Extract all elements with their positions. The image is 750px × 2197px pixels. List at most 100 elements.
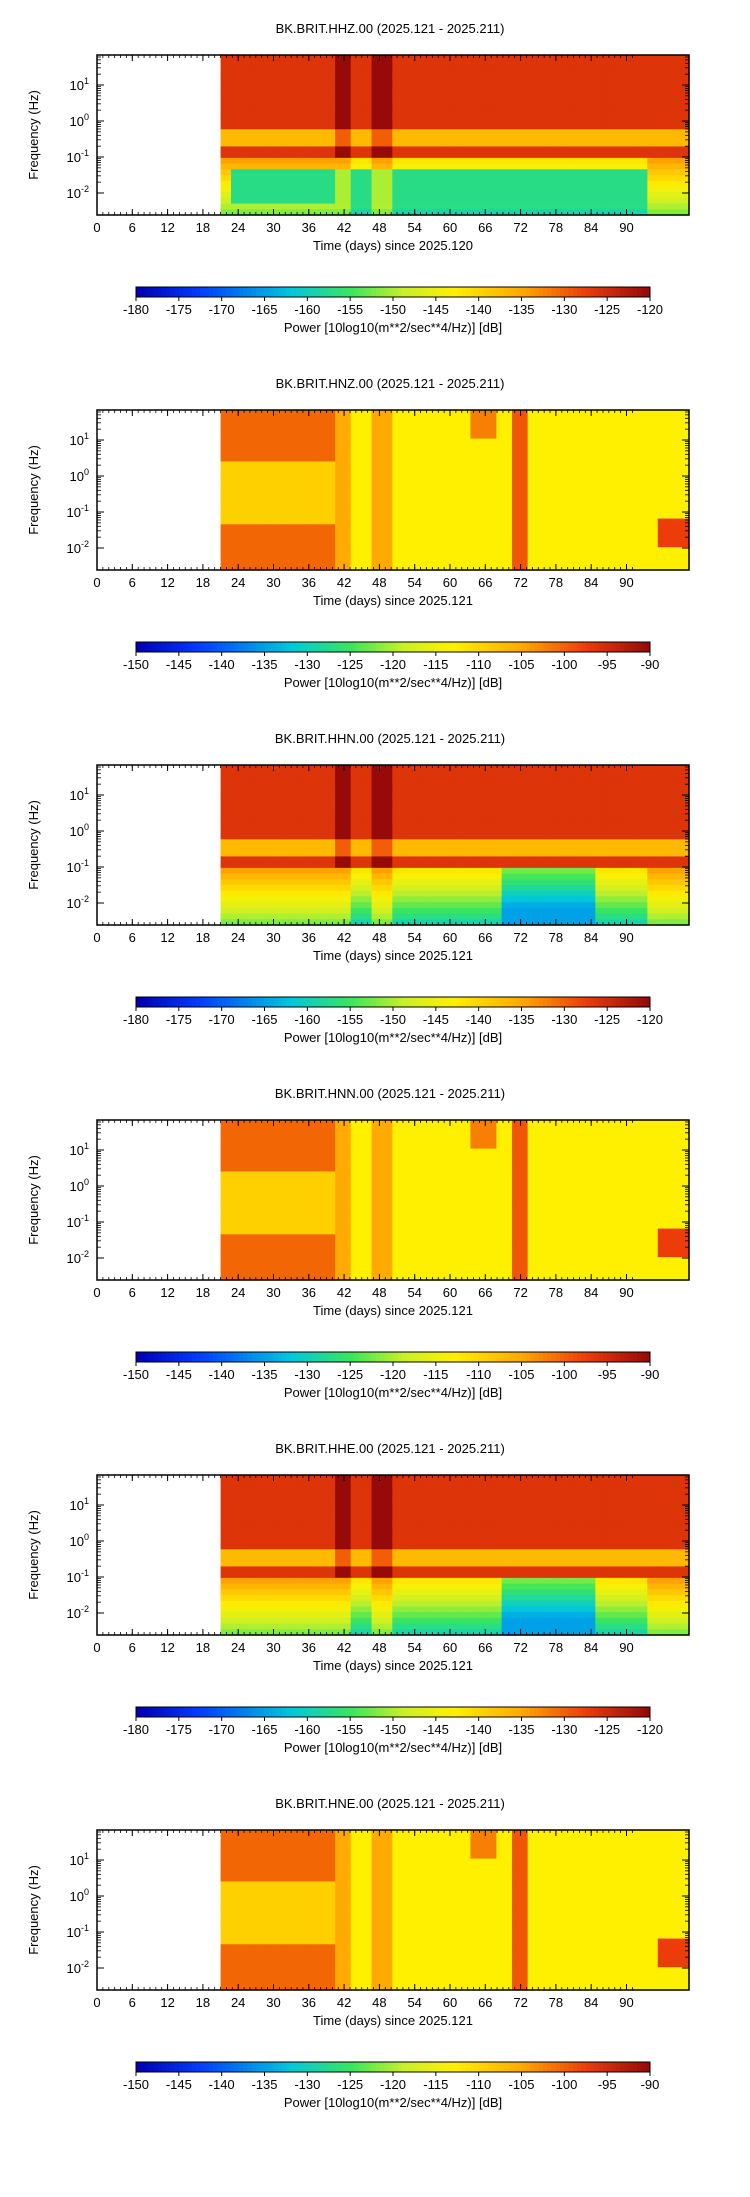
heatmap-cell [512, 455, 518, 463]
heatmap-cell [319, 169, 326, 176]
heatmap-cell [361, 432, 367, 440]
heatmap-cell [355, 175, 362, 182]
heatmap-cell [371, 455, 378, 463]
heatmap-cell [303, 163, 310, 170]
heatmap-cell [439, 209, 445, 216]
heatmap-cell [501, 455, 508, 463]
colorbar-segment [363, 287, 368, 297]
heatmap-cell [314, 530, 321, 537]
heatmap-cell [496, 467, 503, 474]
heatmap-cell [579, 552, 586, 560]
heatmap-cell [366, 501, 373, 508]
heatmap-cell [647, 72, 654, 79]
heatmap-cell [522, 203, 529, 210]
heatmap-cell [283, 512, 289, 520]
heatmap-cell [361, 163, 367, 170]
heatmap-cell [423, 83, 430, 90]
heatmap-cell [454, 83, 461, 90]
heatmap-cell [584, 421, 591, 428]
heatmap-cell [460, 83, 466, 90]
heatmap-cell [543, 455, 550, 463]
heatmap-cell [371, 60, 378, 68]
heatmap-cell [355, 72, 362, 79]
heatmap-cell [288, 444, 295, 451]
heatmap-cell [506, 203, 513, 210]
colorbar-segment [500, 287, 505, 297]
heatmap-cell [595, 180, 602, 188]
heatmap-cell [397, 552, 404, 560]
colorbar-segment [285, 287, 291, 297]
heatmap-cell [564, 157, 570, 165]
heatmap-cell [277, 467, 284, 474]
heatmap-cell [413, 427, 419, 434]
heatmap-cell [501, 83, 508, 90]
heatmap-cell [319, 535, 326, 543]
heatmap-cell [350, 129, 357, 136]
heatmap-cell [460, 530, 466, 537]
heatmap-cell [324, 112, 331, 119]
heatmap-cell [454, 427, 461, 434]
heatmap-cell [642, 112, 648, 119]
heatmap-cell [621, 140, 628, 148]
heatmap-cell [220, 410, 227, 417]
heatmap-cell [387, 186, 393, 193]
heatmap-cell [257, 157, 263, 165]
heatmap-cell [449, 478, 456, 485]
heatmap-cell [501, 444, 508, 451]
heatmap-cell [340, 89, 347, 96]
heatmap-cell [538, 427, 544, 434]
heatmap-cell [428, 157, 435, 165]
heatmap-cell [340, 467, 347, 474]
heatmap-cell [486, 135, 492, 142]
heatmap-cell [402, 146, 409, 153]
heatmap-cell [475, 518, 482, 525]
heatmap-cell [220, 152, 227, 159]
heatmap-cell [262, 72, 269, 79]
heatmap-cell [277, 100, 284, 108]
heatmap-cell [407, 484, 414, 491]
heatmap-cell [257, 530, 263, 537]
heatmap-cell [225, 472, 232, 480]
heatmap-cell [558, 484, 565, 491]
heatmap-cell [444, 123, 451, 130]
heatmap-cell [387, 547, 393, 554]
heatmap-cell [517, 518, 524, 525]
heatmap-cell [267, 501, 274, 508]
heatmap-cell [626, 169, 633, 176]
heatmap-cell [553, 209, 560, 216]
heatmap-cell [449, 95, 456, 102]
heatmap-cell [548, 157, 555, 165]
heatmap-cell [595, 152, 602, 159]
heatmap-cell [662, 192, 669, 199]
colorbar-segment [204, 287, 210, 297]
heatmap-cell [605, 192, 612, 199]
heatmap-cell [538, 180, 544, 188]
heatmap-cell [449, 146, 456, 153]
heatmap-cell [407, 461, 414, 468]
heatmap-cell [444, 135, 451, 142]
heatmap-cell [553, 507, 560, 514]
heatmap-cell [387, 478, 393, 485]
heatmap-cell [309, 169, 315, 176]
heatmap-cell [579, 112, 586, 119]
heatmap-cell [366, 415, 373, 423]
heatmap-cell [470, 129, 477, 136]
heatmap-cell [283, 495, 289, 503]
heatmap-cell [548, 129, 555, 136]
heatmap-cell [543, 501, 550, 508]
heatmap-cell [647, 209, 654, 216]
heatmap-cell [298, 60, 305, 68]
heatmap-cell [387, 197, 393, 205]
heatmap-cell [465, 140, 472, 148]
heatmap-cell [236, 140, 243, 148]
heatmap-cell [491, 89, 498, 96]
heatmap-cell [324, 530, 331, 537]
heatmap-cell [553, 135, 560, 142]
heatmap-cell [590, 100, 596, 108]
heatmap-cell [413, 518, 419, 525]
heatmap-cell [387, 558, 393, 565]
heatmap-cell [314, 140, 321, 148]
heatmap-cell [314, 152, 321, 159]
heatmap-cell [486, 541, 492, 548]
colorbar-segment [264, 287, 270, 297]
